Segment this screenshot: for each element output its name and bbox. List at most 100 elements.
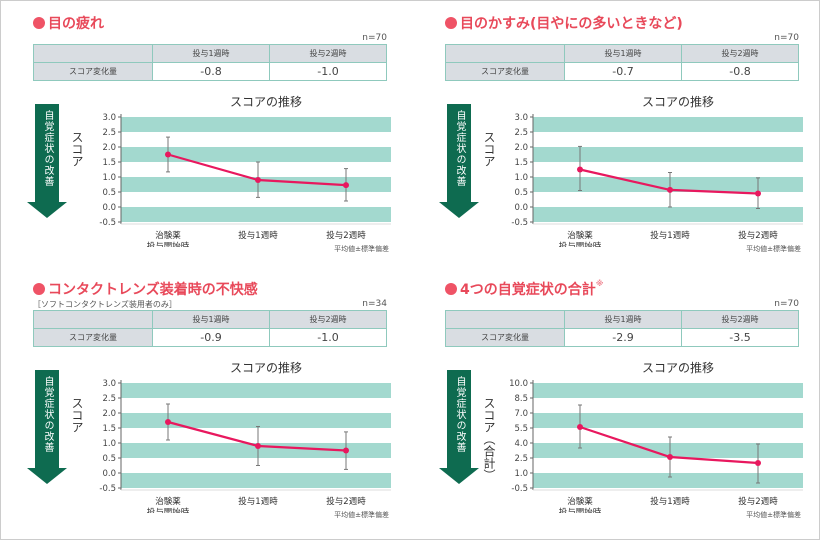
x-tick-label: 投与1週時: [650, 230, 690, 241]
y-tick-label: 1.0: [514, 173, 528, 183]
y-tick-label: 0.5: [514, 188, 528, 198]
data-point: [165, 151, 171, 158]
y-tick-label: 2.5: [102, 394, 116, 404]
line-chart: 3.0 2.5 2.0 1.5 1.0 0.5 0.0 -0.5 治験薬投与開始時 投与1週時 投与…: [511, 113, 803, 247]
footnote: 平均値±標準偏差: [746, 511, 801, 519]
arrow-label: 自覚症状の改善: [454, 110, 465, 187]
table-cell: -0.7: [564, 62, 682, 81]
sample-size: n=70: [774, 33, 799, 43]
y-tick-label: 0.5: [102, 454, 116, 464]
table-header: 投与1週時: [152, 310, 270, 329]
score-change-table: 投与1週時 投与2週時 スコア変化量 -0.7 -0.8: [445, 44, 799, 81]
x-tick-label: 投与1週時: [650, 496, 690, 507]
line-chart: 10.0 8.5 7.0 5.5 4.0 2.5 1.0 -0.5 治験薬投与開始時 投与1週時 投…: [509, 379, 803, 513]
y-tick-label: -0.5: [511, 218, 528, 228]
table-header-row: 投与1週時 投与2週時: [445, 44, 799, 63]
y-tick-label: 1.5: [102, 158, 116, 168]
data-point: [577, 166, 583, 173]
grid-band: [121, 207, 391, 222]
x-tick-label: 治験薬投与開始時: [147, 230, 190, 247]
grid-band: [121, 413, 391, 428]
table-cell: -0.9: [152, 328, 270, 347]
y-tick-label: 0.0: [102, 203, 116, 213]
grid-band: [533, 147, 803, 162]
data-point: [343, 447, 349, 454]
y-tick-label: 0.5: [102, 188, 116, 198]
y-axis-label: スコア: [70, 131, 84, 167]
symptom-panel: 目のかすみ(目やにの多いときなど) n=70 投与1週時 投与2週時 スコア変化量…: [439, 11, 803, 273]
panel-title: コンタクトレンズ装着時の不快感: [33, 279, 258, 299]
grid-band: [121, 443, 391, 458]
table-corner: [445, 44, 565, 63]
table-corner: [445, 310, 565, 329]
sample-size: n=70: [362, 33, 387, 43]
bullet-icon: [33, 283, 45, 295]
title-note: ※: [595, 279, 604, 288]
arrow-label: 自覚症状の改善: [42, 110, 53, 187]
data-point: [577, 424, 583, 430]
bullet-icon: [33, 17, 45, 29]
table-header: 投与2週時: [269, 310, 387, 329]
grid-band: [533, 413, 803, 428]
grid-band: [121, 383, 391, 398]
score-change-table: 投与1週時 投与2週時 スコア変化量 -0.8 -1.0: [33, 44, 387, 81]
y-tick-label: 8.5: [514, 394, 528, 404]
table-cell: -0.8: [681, 62, 799, 81]
y-tick-label: 1.0: [514, 469, 528, 479]
data-point: [667, 186, 673, 193]
line-chart: 3.0 2.5 2.0 1.5 1.0 0.5 0.0 -0.5 治験薬投与開始時 投与1週時 投与…: [99, 113, 391, 247]
chart-title: スコアの推移: [641, 361, 714, 375]
panel-title: 目の疲れ: [33, 13, 104, 33]
table-row: スコア変化量 -0.7 -0.8: [445, 62, 799, 81]
table-header: 投与2週時: [681, 310, 799, 329]
y-tick-label: 4.0: [514, 439, 528, 449]
row-label: スコア変化量: [445, 328, 565, 347]
x-tick-label: 投与2週時: [738, 496, 778, 507]
table-header: 投与1週時: [152, 44, 270, 63]
table-header-row: 投与1週時 投与2週時: [33, 310, 387, 329]
y-tick-label: 2.0: [102, 409, 116, 419]
x-tick-label: 投与2週時: [326, 496, 366, 507]
table-cell: -0.8: [152, 62, 270, 81]
table-header: 投与2週時: [269, 44, 387, 63]
x-tick-label: 投与1週時: [238, 496, 278, 507]
y-axis-label: スコア（合計）: [482, 397, 496, 481]
grid-band: [533, 383, 803, 398]
improvement-arrow-icon: 自覚症状の改善: [439, 104, 479, 224]
data-point: [255, 177, 261, 183]
x-tick-label: 投与2週時: [738, 230, 778, 241]
grid-band: [121, 473, 391, 488]
y-axis-label: スコア: [70, 397, 84, 433]
y-tick-label: 2.0: [514, 143, 528, 153]
table-header: 投与1週時: [564, 310, 682, 329]
y-tick-label: 0.0: [102, 469, 116, 479]
data-point: [255, 443, 261, 449]
bullet-icon: [445, 283, 457, 295]
panel-title-text: 目のかすみ(目やにの多いときなど): [460, 16, 683, 32]
y-tick-label: 0.0: [514, 203, 528, 213]
row-label: スコア変化量: [445, 62, 565, 81]
bullet-icon: [445, 17, 457, 29]
y-tick-label: 1.5: [514, 158, 528, 168]
table-cell: -1.0: [269, 328, 387, 347]
table-cell: -3.5: [681, 328, 799, 347]
chart-title: スコアの推移: [641, 95, 714, 109]
grid-band: [533, 207, 803, 222]
grid-band: [533, 473, 803, 488]
x-tick-label: 治験薬投与開始時: [147, 496, 190, 513]
x-tick-label: 治験薬投与開始時: [559, 230, 602, 247]
table-header: 投与1週時: [564, 44, 682, 63]
table-row: スコア変化量 -2.9 -3.5: [445, 328, 799, 347]
y-tick-label: 2.5: [514, 128, 528, 138]
grid-band: [533, 177, 803, 192]
y-tick-label: 2.5: [102, 128, 116, 138]
symptom-panel: コンタクトレンズ装着時の不快感 ［ソフトコンタクトレンズ装用者のみ］ n=34 …: [27, 277, 391, 539]
x-tick-label: 治験薬投与開始時: [559, 496, 602, 513]
y-tick-label: 3.0: [102, 379, 116, 389]
grid-band: [121, 177, 391, 192]
x-tick-label: 投与2週時: [326, 230, 366, 241]
data-point: [343, 182, 349, 189]
footnote: 平均値±標準偏差: [334, 511, 389, 519]
y-tick-label: 3.0: [514, 113, 528, 123]
panel-subtitle: ［ソフトコンタクトレンズ装用者のみ］: [33, 300, 177, 309]
